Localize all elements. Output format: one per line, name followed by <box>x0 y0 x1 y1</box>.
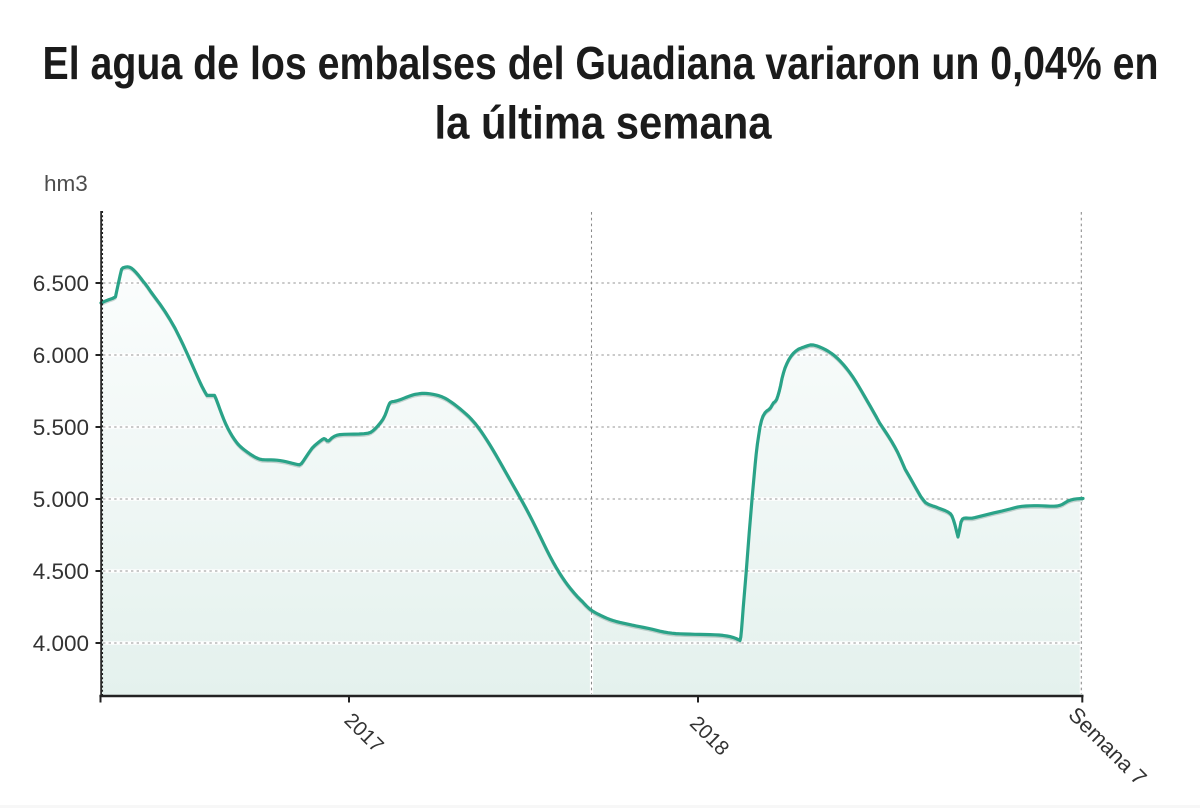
svg-text:2017: 2017 <box>340 709 389 758</box>
svg-text:Semana 7: Semana 7 <box>1064 702 1152 790</box>
svg-text:El agua de los embalses del Gu: El agua de los embalses del Guadiana var… <box>43 37 1159 89</box>
svg-text:5.500: 5.500 <box>33 415 89 440</box>
svg-text:6.000: 6.000 <box>33 343 89 368</box>
svg-text:hm3: hm3 <box>44 171 88 196</box>
svg-text:la última semana: la última semana <box>435 97 772 149</box>
svg-text:6.500: 6.500 <box>33 271 89 296</box>
svg-text:4.500: 4.500 <box>33 559 89 584</box>
svg-text:2018: 2018 <box>685 712 734 761</box>
svg-text:4.000: 4.000 <box>33 631 89 656</box>
svg-text:5.000: 5.000 <box>33 487 89 512</box>
